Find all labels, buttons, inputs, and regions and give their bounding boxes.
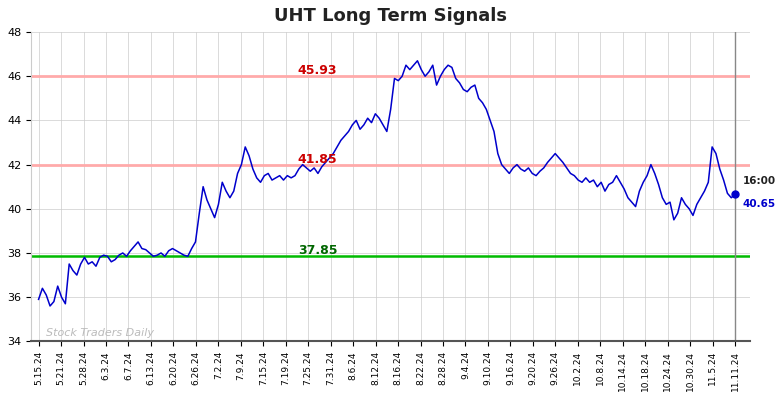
Title: UHT Long Term Signals: UHT Long Term Signals — [274, 7, 507, 25]
Text: Stock Traders Daily: Stock Traders Daily — [46, 328, 154, 338]
Text: 37.85: 37.85 — [298, 244, 337, 257]
Text: 45.93: 45.93 — [298, 64, 337, 76]
Text: 16:00: 16:00 — [742, 176, 776, 187]
Text: 41.85: 41.85 — [298, 153, 337, 166]
Text: 40.65: 40.65 — [742, 199, 776, 209]
